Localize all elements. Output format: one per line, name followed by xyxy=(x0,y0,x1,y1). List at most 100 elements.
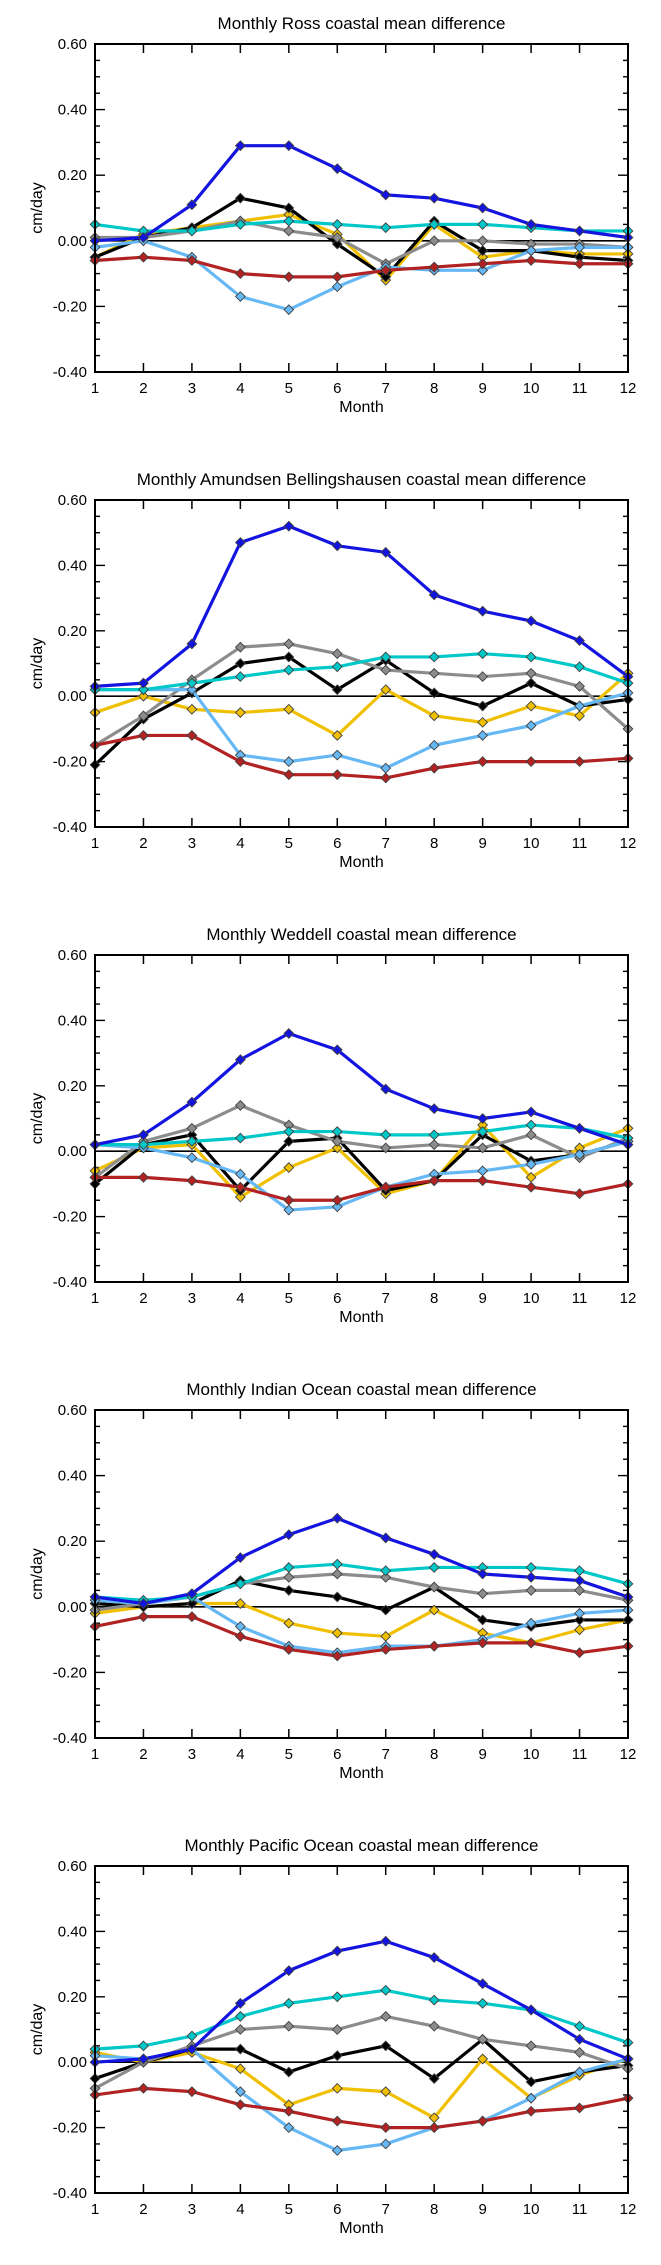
data-point xyxy=(331,2115,343,2127)
data-point xyxy=(380,271,392,283)
data-point xyxy=(525,255,537,266)
data-point xyxy=(234,140,246,152)
data-point xyxy=(186,677,198,689)
data-point xyxy=(186,225,198,237)
data-point xyxy=(331,1945,343,1957)
plot-frame xyxy=(94,43,629,373)
x-tick-label: 3 xyxy=(188,835,196,852)
data-point xyxy=(234,2024,246,2035)
data-point xyxy=(283,1571,295,1583)
data-point xyxy=(186,1135,198,1147)
series-6 xyxy=(89,520,634,692)
series-line xyxy=(93,1615,630,1658)
data-point xyxy=(477,258,489,270)
x-axis-label: Month xyxy=(339,2220,383,2237)
series-6 xyxy=(89,140,634,247)
series-line xyxy=(93,196,630,279)
data-point xyxy=(428,218,440,230)
data-point xyxy=(380,651,392,663)
data-point xyxy=(138,710,149,722)
data-point xyxy=(331,1135,343,1147)
x-axis-label: Month xyxy=(339,1765,383,1782)
data-point xyxy=(428,1994,440,2006)
x-tick-label: 4 xyxy=(236,1290,244,1307)
data-point xyxy=(380,762,392,774)
y-tick-label: -0.20 xyxy=(53,1209,87,1226)
y-axis-label: cm/day xyxy=(29,638,46,690)
series-2 xyxy=(89,638,634,751)
y-tick-label: 0.00 xyxy=(58,688,87,705)
data-point xyxy=(525,2092,537,2104)
data-point xyxy=(186,1096,198,1108)
data-point xyxy=(574,2020,585,2032)
data-point xyxy=(380,684,392,696)
data-point xyxy=(234,192,246,204)
x-tick-label: 11 xyxy=(572,1746,588,1763)
x-tick-label: 9 xyxy=(478,1290,486,1307)
x-tick-label: 9 xyxy=(478,1746,486,1763)
data-point xyxy=(283,1644,295,1655)
data-point xyxy=(331,648,343,660)
data-point xyxy=(477,730,489,741)
data-point xyxy=(283,1204,295,1216)
data-point xyxy=(331,232,343,243)
x-tick-label: 3 xyxy=(188,2201,196,2218)
data-point xyxy=(428,687,440,699)
data-point xyxy=(380,1532,392,1544)
data-point xyxy=(186,2043,198,2055)
data-point xyxy=(331,769,343,781)
data-point xyxy=(525,756,537,768)
data-point xyxy=(186,1611,198,1623)
data-point xyxy=(525,1181,537,1193)
data-point xyxy=(331,749,343,761)
x-tick-label: 7 xyxy=(382,835,390,852)
data-point xyxy=(331,1627,343,1639)
data-point xyxy=(234,1997,246,2009)
data-point xyxy=(574,1607,585,1619)
x-tick-label: 10 xyxy=(523,1290,540,1307)
data-point xyxy=(283,215,295,227)
x-tick-label: 9 xyxy=(478,380,486,397)
data-point xyxy=(186,638,198,650)
y-tick-label: 0.40 xyxy=(58,557,87,574)
y-axis-label: cm/day xyxy=(29,182,46,234)
x-tick-label: 11 xyxy=(572,1290,588,1307)
series-1 xyxy=(89,192,634,283)
data-point xyxy=(380,2122,392,2134)
data-point xyxy=(428,589,440,601)
plot-frame xyxy=(94,1409,629,1739)
series-line xyxy=(93,1939,630,2064)
y-tick-label: 0.60 xyxy=(58,1858,87,1875)
data-point xyxy=(477,1637,489,1649)
data-point xyxy=(283,271,295,283)
x-tick-label: 5 xyxy=(285,835,293,852)
data-point xyxy=(428,192,440,204)
x-tick-label: 2 xyxy=(139,1290,147,1307)
data-point xyxy=(380,1083,392,1095)
data-point xyxy=(574,1624,585,1636)
data-point xyxy=(477,1614,489,1626)
data-point xyxy=(574,710,585,722)
data-point xyxy=(525,1584,537,1596)
data-point xyxy=(525,2076,537,2088)
data-point xyxy=(380,2086,392,2098)
chart-title: Monthly Pacific Ocean coastal mean diffe… xyxy=(184,1836,538,1855)
chart-title: Monthly Indian Ocean coastal mean differ… xyxy=(186,1380,536,1399)
x-tick-label: 2 xyxy=(139,1746,147,1763)
data-point xyxy=(380,1181,392,1193)
data-point xyxy=(525,615,537,627)
data-point xyxy=(283,651,295,663)
data-point xyxy=(477,648,489,660)
data-point xyxy=(380,1984,392,1996)
data-point xyxy=(234,1191,246,1203)
x-tick-label: 2 xyxy=(139,835,147,852)
x-tick-label: 6 xyxy=(333,380,341,397)
x-tick-label: 12 xyxy=(620,1290,637,1307)
data-point xyxy=(574,1122,585,1134)
series-4 xyxy=(89,730,634,784)
data-point xyxy=(380,546,392,558)
series-line xyxy=(93,1031,630,1147)
data-point xyxy=(138,1129,149,1141)
y-tick-label: 0.20 xyxy=(58,623,87,640)
series-1 xyxy=(89,2033,634,2088)
